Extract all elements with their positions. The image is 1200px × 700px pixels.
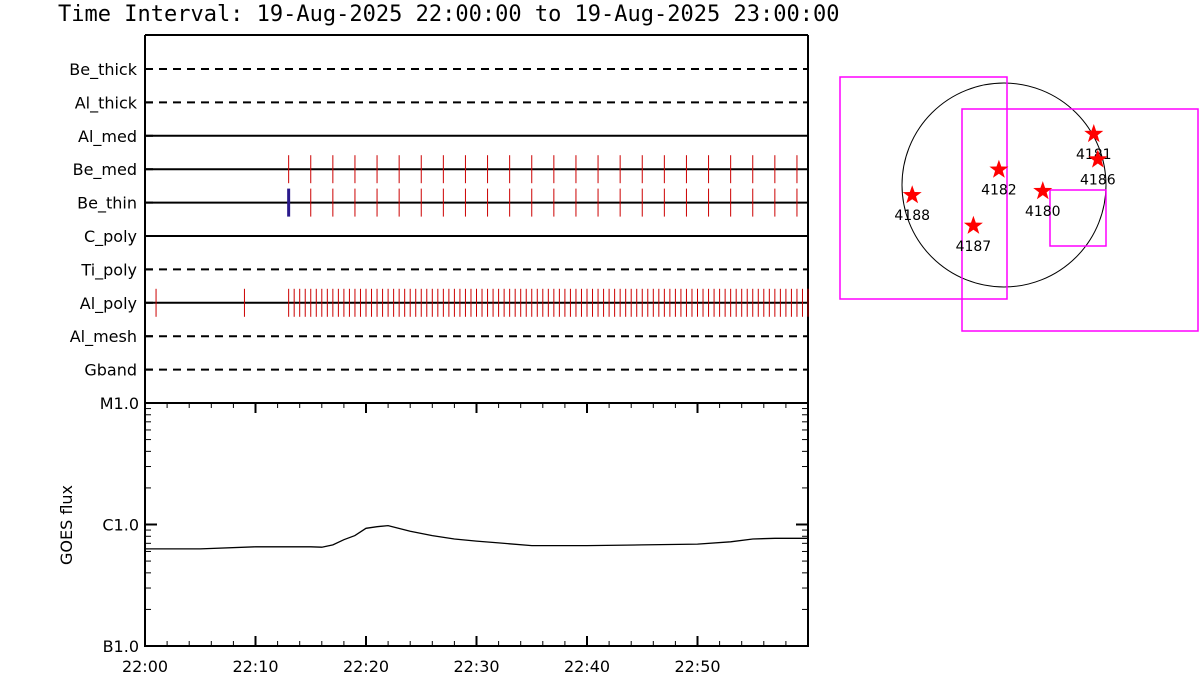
y-tick-label: M1.0 bbox=[100, 394, 139, 413]
goes-frame bbox=[144, 402, 809, 647]
x-tick-label: 22:00 bbox=[122, 657, 168, 676]
active-region-star bbox=[1088, 149, 1108, 168]
active-region-star bbox=[1084, 124, 1104, 143]
active-region-label: 4188 bbox=[894, 208, 930, 224]
x-tick-label: 22:10 bbox=[232, 657, 278, 676]
x-tick-label: 22:50 bbox=[674, 657, 720, 676]
active-region-label: 4186 bbox=[1080, 173, 1116, 189]
x-tick-label: 22:20 bbox=[343, 657, 389, 676]
fov-box bbox=[1049, 189, 1107, 247]
fov-box bbox=[839, 76, 1008, 300]
active-region-label: 4180 bbox=[1025, 204, 1061, 220]
goes-flux-panel: B1.0 C1.0 M1.0 22:00 22:10 22:20 22:30 22:40 22:… bbox=[57, 394, 809, 676]
solar-disk-map: 4188 4182 4187 4180 4181 4186 bbox=[839, 76, 1199, 332]
filter-label-al_mesh: Al_mesh bbox=[70, 327, 137, 347]
x-tick-label: 22:30 bbox=[453, 657, 499, 676]
filter-label-be_thin: Be_thin bbox=[77, 194, 137, 214]
y-tick-label: B1.0 bbox=[103, 637, 139, 656]
filter-label-al_poly: Al_poly bbox=[80, 294, 137, 314]
filter-label-gband: Gband bbox=[84, 361, 137, 380]
filter-label-al_med: Al_med bbox=[78, 127, 137, 147]
active-region-star bbox=[963, 215, 983, 234]
filter-timeline-panel: Be_thick Al_thick Al_med Be_med Be_thin C_pol… bbox=[69, 34, 809, 402]
goes-flux-curve bbox=[145, 524, 808, 550]
y-tick-label: C1.0 bbox=[102, 516, 139, 535]
time-interval-title: Time Interval: 19-Aug-2025 22:00:00 to 1… bbox=[58, 2, 840, 27]
goes-y-axis-label: GOES flux bbox=[57, 485, 76, 565]
filter-label-be_med: Be_med bbox=[73, 160, 137, 180]
filter-label-ti_poly: Ti_poly bbox=[80, 260, 137, 280]
filter-label-al_thick: Al_thick bbox=[75, 93, 138, 113]
filter-label-c_poly: C_poly bbox=[84, 227, 137, 247]
solar-disk-limb bbox=[901, 82, 1107, 288]
active-region-label: 4181 bbox=[1076, 147, 1112, 163]
filter-label-be_thick: Be_thick bbox=[69, 60, 137, 80]
active-region-star bbox=[989, 159, 1009, 178]
active-region-star bbox=[902, 185, 922, 204]
active-region-label: 4187 bbox=[956, 239, 992, 255]
active-region-label: 4182 bbox=[981, 183, 1017, 199]
active-region-star bbox=[1033, 181, 1053, 200]
fov-box bbox=[961, 108, 1199, 332]
x-tick-label: 22:40 bbox=[564, 657, 610, 676]
